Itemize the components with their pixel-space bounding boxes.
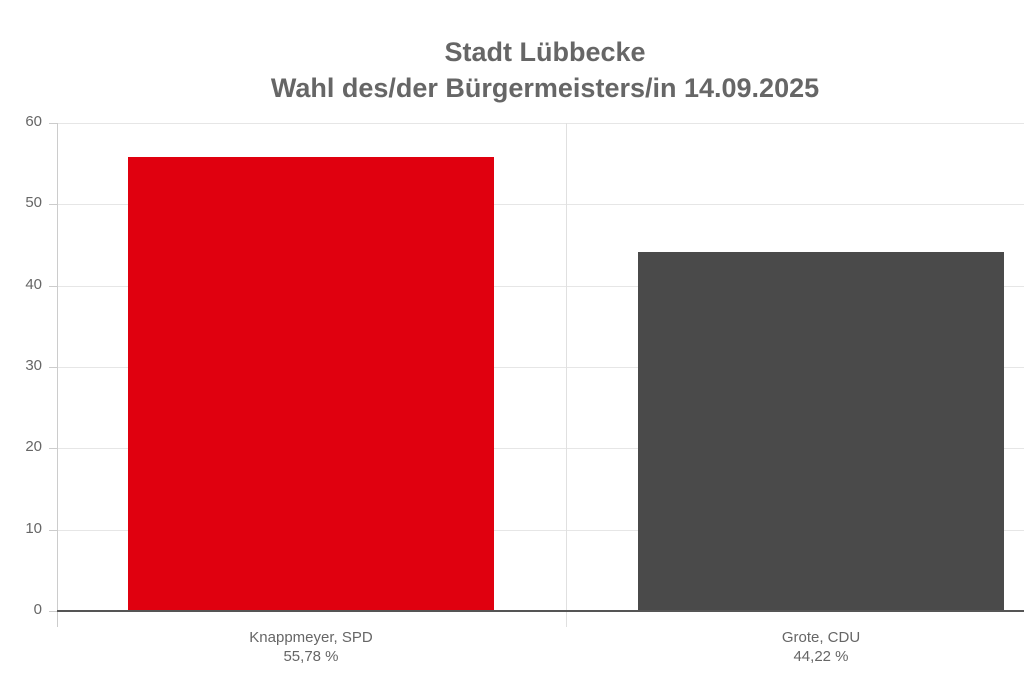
chart-subtitle: Wahl des/der Bürgermeisters/in 14.09.202…	[270, 73, 820, 103]
gridline-20	[57, 448, 1024, 449]
x-axis-baseline	[57, 610, 1024, 612]
y-tick-label: 0	[33, 601, 42, 618]
y-tick	[49, 611, 57, 612]
y-tick-label: 60	[25, 113, 42, 130]
plot-area	[57, 123, 1024, 627]
y-tick-label: 30	[25, 357, 42, 374]
y-tick	[49, 123, 57, 124]
gridline-50	[57, 204, 1024, 205]
x-category-label: Knappmeyer, SPD	[249, 629, 373, 646]
y-tick-label: 40	[25, 276, 42, 293]
gridline-30	[57, 367, 1024, 368]
category-divider	[566, 123, 567, 627]
x-value-label: 55,78 %	[283, 648, 339, 665]
y-tick	[49, 286, 57, 287]
y-tick	[49, 448, 57, 449]
x-value-label: 44,22 %	[793, 648, 849, 665]
y-tick	[49, 204, 57, 205]
gridline-10	[57, 530, 1024, 531]
bar-grote-cdu[interactable]	[638, 252, 1004, 611]
y-tick	[49, 530, 57, 531]
y-tick-label: 10	[25, 520, 42, 537]
bar-knappmeyer-spd[interactable]	[128, 157, 494, 611]
gridline-40	[57, 286, 1024, 287]
y-tick	[49, 367, 57, 368]
y-tick-label: 50	[25, 194, 42, 211]
x-category-label: Grote, CDU	[781, 629, 861, 646]
gridline-60	[57, 123, 1024, 124]
chart-title: Stadt Lübbecke	[444, 37, 646, 67]
y-axis-line	[57, 123, 58, 627]
y-tick-label: 20	[25, 438, 42, 455]
